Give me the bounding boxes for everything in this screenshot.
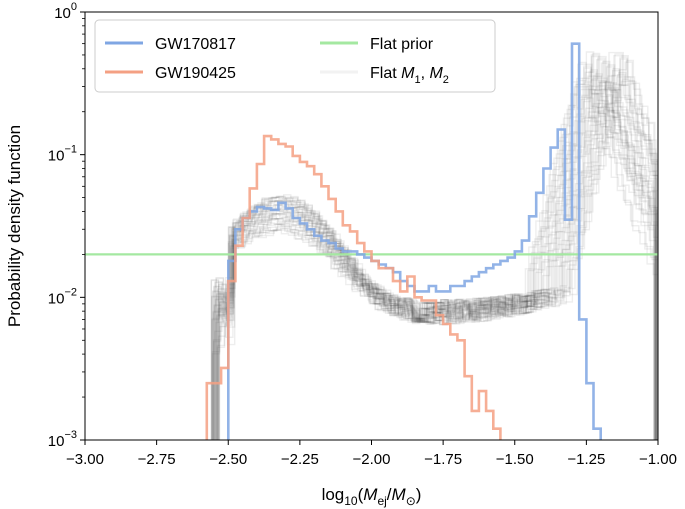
y-tick-label: 10−2	[48, 286, 77, 307]
y-tick-base: 10	[48, 290, 65, 307]
y-tick-label: 10−1	[48, 144, 77, 165]
flat-m1-m2-step-line	[214, 76, 658, 440]
flat-m1-m2-step-line	[210, 68, 657, 440]
x-tick-label: −1.00	[639, 451, 677, 468]
flat-m1-m2-step-line	[218, 70, 657, 440]
flat-m1-m2-step-line	[212, 52, 658, 440]
legend-part-m: M	[401, 65, 415, 82]
flat-m1-m2-step-line	[211, 66, 658, 440]
flat-m1-m2-step-line	[218, 82, 658, 440]
legend-part-sub: 2	[443, 74, 449, 86]
flat-m1-m2-step-line	[211, 56, 657, 440]
x-tick-label: −1.50	[496, 451, 534, 468]
flat-m1-m2-step-line	[212, 80, 658, 440]
flat-m1-m2-step-line	[214, 73, 658, 440]
axes: −3.00 −2.75 −2.50 −2.25 −2.00 −1.75 −1.50 −1.25…	[5, 1, 677, 508]
flat-m1-m2-step-line	[218, 58, 657, 440]
flat-m1-m2-step-line	[211, 83, 657, 440]
legend-label-0: GW170817	[155, 36, 236, 53]
x-label-log: log	[322, 485, 345, 504]
flat-m1-m2-step-line	[218, 67, 657, 440]
x-label-slash: /	[387, 485, 392, 504]
series-lines	[205, 42, 617, 440]
flat-m1-m2-step-line	[215, 86, 658, 440]
x-label-m2-sub: ⊙	[406, 494, 416, 508]
y-tick-exponent: −3	[64, 429, 77, 441]
flat-m1-m2-step-line	[217, 84, 656, 440]
flat-m1-m2-step-line	[218, 55, 657, 440]
legend-part: ,	[421, 65, 430, 82]
x-axis-label: log10(Mej/M⊙)	[322, 485, 422, 508]
flat-m1-m2-step-line	[213, 51, 658, 440]
x-tick-label: −2.50	[209, 451, 247, 468]
y-tick-base: 10	[48, 433, 65, 450]
legend-part-m: M	[429, 65, 443, 82]
flat-m1-m2-step-line	[216, 59, 655, 440]
flat-m1-m2-step-line	[215, 74, 658, 440]
x-label-log-sub: 10	[344, 494, 358, 508]
y-tick-label: 100	[54, 1, 77, 22]
y-tick-exponent: −1	[64, 144, 77, 156]
x-tick-label: −2.25	[281, 451, 319, 468]
x-tick-label: −3.00	[66, 451, 104, 468]
legend-label-3: Flat M1, M2	[370, 65, 449, 86]
y-tick-exponent: 0	[71, 1, 77, 13]
legend-part: Flat	[370, 65, 401, 82]
legend-part-sub: 1	[414, 74, 420, 86]
y-tick-base: 10	[48, 148, 65, 165]
y-tick-label: 10−3	[48, 429, 77, 450]
x-label-open: (	[358, 485, 364, 504]
flat-m1-m2-step-line	[215, 89, 658, 440]
legend-label-2: GW190425	[155, 65, 236, 82]
x-tick-label: −1.25	[567, 451, 605, 468]
x-tick-label: −2.00	[353, 451, 391, 468]
y-tick-base: 10	[54, 5, 71, 22]
flat-m1-m2-step-line	[211, 54, 657, 440]
x-label-m2: M	[392, 485, 407, 504]
x-label-m-sub: ej	[377, 494, 386, 508]
y-axis-label: Probability density function	[5, 125, 24, 327]
x-label-m: M	[363, 485, 378, 504]
x-tick-label: −1.75	[424, 451, 462, 468]
legend-label-1: Flat prior	[370, 36, 434, 53]
flat-m1-m2-step-line	[210, 65, 657, 440]
series-line-gw190425	[205, 134, 509, 440]
flat-m1-m2-step-line	[211, 79, 657, 440]
x-tick-label: −2.75	[138, 451, 176, 468]
y-tick-exponent: −2	[64, 286, 77, 298]
legend-box	[94, 19, 496, 93]
x-label-close: )	[416, 485, 422, 504]
flat-m1-m2-step-line	[213, 78, 658, 440]
